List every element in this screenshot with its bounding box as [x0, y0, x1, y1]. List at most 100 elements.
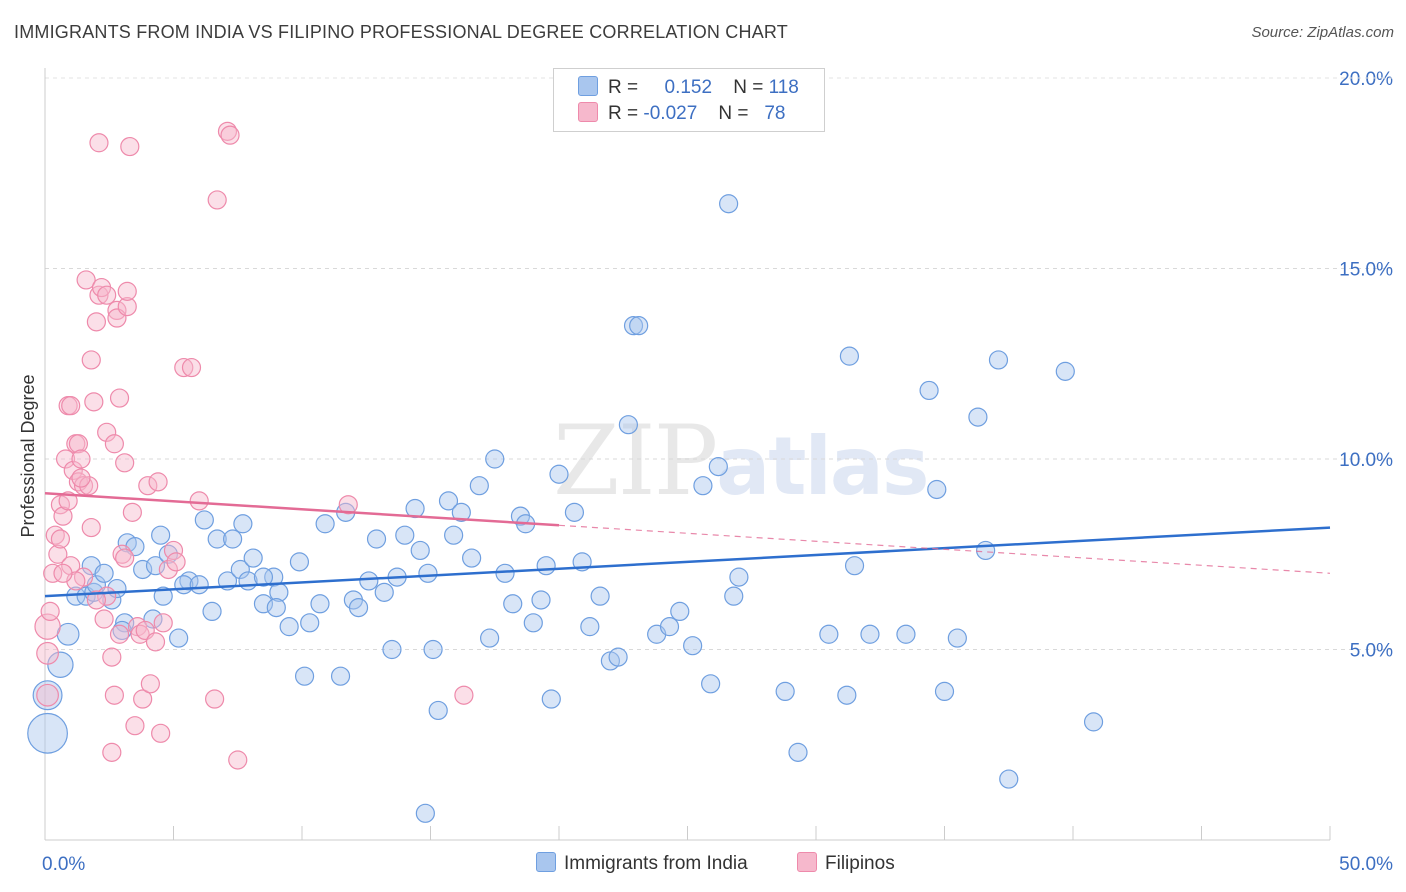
y-axis-label: Professional Degree — [18, 374, 38, 537]
point-india — [133, 559, 153, 580]
point-india — [230, 559, 250, 580]
point-india — [670, 601, 690, 622]
point-india — [310, 594, 330, 614]
point-india — [590, 586, 610, 606]
point-india — [266, 597, 286, 618]
point-india — [94, 563, 114, 583]
point-india — [693, 476, 713, 496]
point-filipinos — [89, 133, 109, 153]
point-india — [253, 594, 274, 614]
point-filipinos — [151, 723, 171, 743]
point-india — [844, 556, 865, 576]
point-filipinos — [109, 624, 130, 644]
point-india — [264, 567, 284, 587]
point-india — [469, 476, 489, 496]
point-india — [536, 556, 556, 576]
legend-n-label-india: N = — [733, 77, 764, 98]
point-filipinos — [86, 312, 107, 332]
point-filipinos — [43, 563, 63, 583]
point-india — [837, 685, 857, 705]
point-filipinos — [125, 716, 145, 736]
point-filipinos — [97, 285, 117, 305]
point-filipinos — [148, 472, 168, 492]
point-india — [629, 316, 649, 336]
point-filipinos — [71, 449, 91, 469]
point-filipinos — [145, 632, 166, 652]
point-india — [115, 613, 135, 633]
point-filipinos — [53, 506, 73, 526]
point-india — [47, 651, 74, 678]
point-india — [839, 346, 860, 366]
point-india — [415, 803, 435, 823]
point-filipinos — [81, 517, 101, 538]
point-india — [428, 700, 448, 721]
series-label-india: Immigrants from India — [564, 853, 748, 874]
point-india — [719, 194, 739, 214]
point-india — [919, 380, 939, 401]
point-india — [27, 712, 68, 754]
source-label: Source: ZipAtlas.com — [1251, 24, 1394, 41]
point-india — [1055, 361, 1075, 381]
chart-title: IMMIGRANTS FROM INDIA VS FILIPINO PROFES… — [14, 22, 788, 42]
point-india — [564, 502, 585, 522]
trend-line-filipinos-extension — [558, 524, 1331, 574]
point-india — [788, 742, 808, 762]
legend-n-value-filipinos: 78 — [764, 103, 786, 124]
point-india — [608, 647, 628, 667]
point-india — [701, 674, 721, 694]
point-filipinos — [102, 647, 122, 667]
point-filipinos — [107, 300, 127, 321]
point-india — [158, 544, 178, 564]
point-india — [934, 681, 955, 702]
point-filipinos — [86, 590, 107, 610]
point-filipinos — [71, 468, 91, 488]
point-filipinos — [104, 434, 124, 454]
point-india — [382, 639, 402, 660]
point-filipinos — [228, 750, 248, 770]
point-filipinos — [61, 556, 81, 576]
point-india — [495, 563, 515, 583]
point-india — [999, 769, 1019, 789]
point-india — [315, 514, 335, 534]
point-filipinos — [205, 689, 225, 709]
point-filipinos — [109, 388, 130, 408]
point-filipinos — [102, 742, 122, 762]
point-filipinos — [68, 434, 89, 454]
series-legend-india: Immigrants from India — [536, 852, 748, 875]
point-india — [618, 415, 638, 435]
point-filipinos — [45, 525, 65, 545]
point-india — [480, 628, 500, 648]
point-india — [223, 529, 243, 549]
point-filipinos — [140, 674, 160, 694]
point-india — [348, 597, 369, 618]
legend-swatch-india — [578, 76, 598, 96]
point-filipinos — [153, 613, 173, 633]
point-india — [243, 548, 263, 568]
point-india — [947, 628, 967, 648]
x-tick-label-min: 0.0% — [42, 854, 85, 875]
point-filipinos — [89, 285, 109, 305]
point-india — [444, 525, 464, 545]
point-filipinos — [133, 689, 153, 709]
point-filipinos — [166, 552, 186, 572]
series-swatch-filipinos — [797, 852, 817, 872]
y-tick-label: 15.0% — [1339, 260, 1393, 281]
point-india — [724, 586, 744, 606]
watermark-atlas: atlas — [716, 420, 929, 513]
point-india — [194, 510, 214, 530]
point-india — [32, 680, 63, 711]
point-india — [143, 609, 163, 629]
point-filipinos — [50, 529, 71, 549]
point-india — [366, 529, 387, 549]
point-india — [976, 540, 996, 561]
point-india — [300, 613, 320, 633]
point-filipinos — [76, 270, 96, 290]
point-filipinos — [189, 491, 209, 511]
point-india — [988, 350, 1009, 370]
point-india — [253, 567, 274, 587]
point-filipinos — [117, 297, 137, 317]
y-tick-label: 20.0% — [1339, 69, 1393, 90]
legend-r-label-filipinos: R = — [608, 103, 639, 124]
point-filipinos — [138, 476, 158, 496]
point-india — [896, 624, 916, 644]
